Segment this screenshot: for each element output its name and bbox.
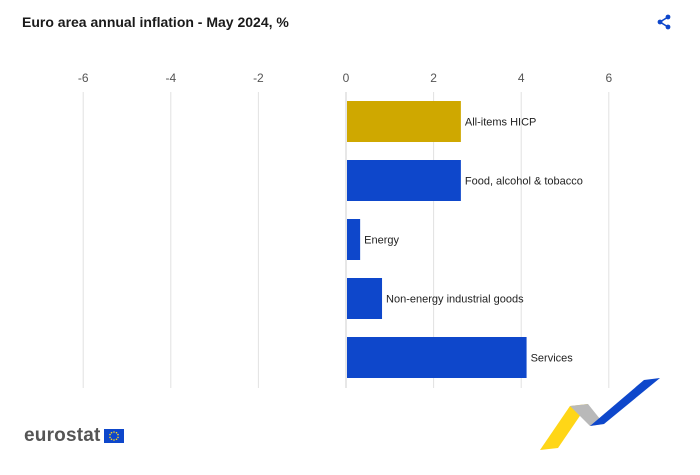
bar-category-label: All-items HICP [465,117,537,129]
bar-category-label: Non-energy industrial goods [386,294,524,306]
bar[interactable] [347,278,383,319]
x-tick-label: 6 [605,71,612,85]
eu-flag-icon [103,429,124,443]
logo-text: eurostat [24,425,101,446]
bar-category-label: Energy [364,235,399,247]
bar[interactable] [347,160,461,201]
x-tick-label: -2 [253,71,264,85]
x-tick-label: -6 [78,71,89,85]
x-tick-label: 0 [343,71,350,85]
x-tick-label: -4 [165,71,176,85]
share-icon[interactable] [656,14,672,30]
bar[interactable] [347,101,461,142]
eurostat-logo: eurostat [24,425,124,447]
x-tick-label: 2 [430,71,437,85]
bar-category-label: Services [531,353,574,365]
chart-title: Euro area annual inflation - May 2024, % [22,14,289,30]
bar-category-label: Food, alcohol & tobacco [465,176,583,188]
decorative-swoosh-icon [540,378,660,450]
bar[interactable] [347,337,527,378]
x-tick-label: 4 [518,71,525,85]
bar[interactable] [347,219,361,260]
